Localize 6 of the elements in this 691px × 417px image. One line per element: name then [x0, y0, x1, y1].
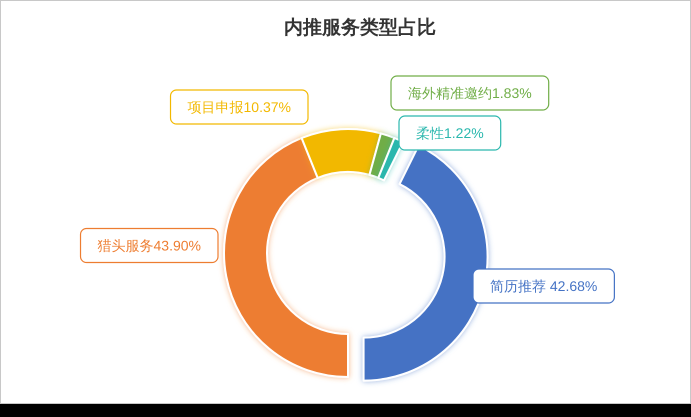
slice-label: 海外精准邀约1.83% — [408, 85, 532, 101]
slice-label: 项目申报10.37% — [188, 99, 291, 115]
slice-label: 柔性1.22% — [416, 125, 484, 141]
slice-label: 猎头服务43.90% — [98, 238, 201, 254]
slice-label: 简历推荐 42.68% — [490, 278, 598, 294]
chart-title: 内推服务类型占比 — [284, 16, 436, 38]
